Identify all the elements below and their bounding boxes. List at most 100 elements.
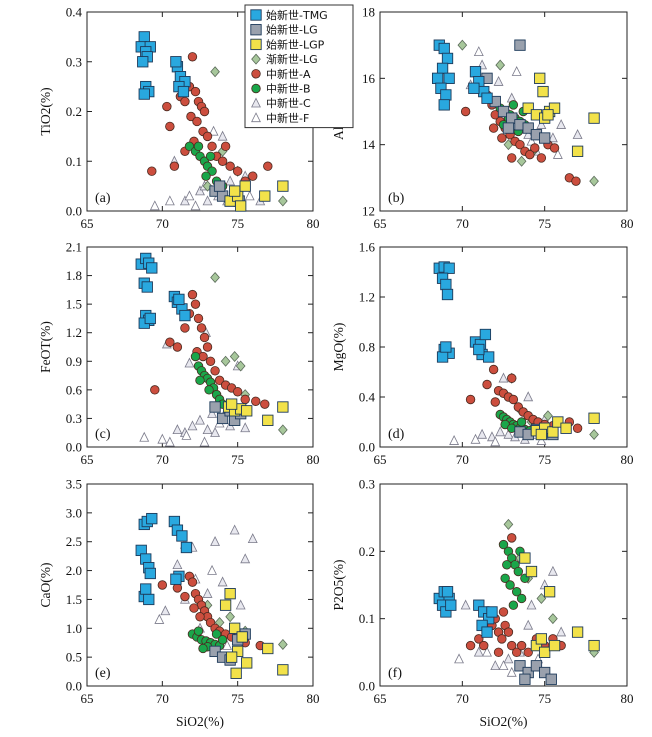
y-tick-label: 1.8: [66, 268, 82, 283]
data-point: [537, 85, 549, 98]
legend-label: 中新世-C: [266, 96, 311, 110]
legend-item: 中新世-A: [251, 67, 311, 81]
data-point: [143, 593, 155, 606]
data-point: [199, 436, 210, 447]
data-point: [222, 639, 233, 650]
legend-item: 渐新世-LG: [251, 52, 318, 66]
data-point: [516, 593, 527, 604]
data-point: [236, 631, 248, 643]
data-point: [180, 541, 193, 554]
data-point: [498, 660, 509, 670]
data-point: [207, 564, 218, 575]
data-point: [211, 629, 222, 639]
y-tick-label: 1.6: [359, 240, 376, 255]
data-point: [172, 559, 183, 569]
y-axis-label: P2O5(%): [331, 560, 346, 611]
y-tick-label: 14: [362, 137, 376, 152]
x-tick-label: 75: [538, 216, 551, 231]
data-point: [511, 587, 522, 597]
data-point: [511, 66, 522, 76]
y-axis-label: CaO(%): [38, 563, 53, 608]
y-tick-label: 0.2: [66, 104, 82, 119]
data-point: [195, 185, 205, 196]
data-point: [186, 111, 196, 122]
data-point: [169, 161, 180, 171]
data-point: [179, 309, 191, 322]
data-point: [277, 180, 289, 192]
data-point: [217, 156, 228, 166]
data-point: [588, 112, 600, 124]
data-point: [154, 613, 165, 624]
data-point: [523, 647, 533, 658]
data-point: [190, 86, 201, 97]
data-point: [519, 673, 531, 685]
data-point: [589, 428, 599, 441]
data-point: [179, 195, 190, 206]
data-point: [522, 102, 534, 114]
panel-label: (d): [388, 427, 405, 442]
y-tick-label: 2.0: [66, 563, 82, 578]
panel-b: 6570758012141618Al2O3(%)(b): [331, 5, 634, 232]
data-point: [232, 166, 243, 176]
data-point: [210, 271, 220, 283]
plot-frame: [379, 483, 628, 687]
legend-label: 始新世-LGP: [266, 37, 325, 51]
y-tick-label: 2.1: [66, 240, 82, 255]
data-point: [547, 426, 559, 438]
data-point: [137, 56, 149, 68]
data-point: [503, 627, 514, 637]
data-point: [543, 410, 553, 422]
y-tick-label: 0.3: [359, 477, 375, 492]
data-point: [165, 121, 175, 132]
data-point: [572, 129, 583, 139]
data-point: [251, 396, 261, 406]
data-point: [474, 634, 484, 644]
data-point: [189, 603, 199, 613]
data-point: [202, 342, 213, 352]
panel-label: (e): [95, 666, 111, 681]
data-point: [549, 143, 560, 153]
data-point: [202, 587, 213, 598]
data-point: [176, 530, 188, 542]
data-point: [490, 436, 501, 447]
y-tick-label: 0.0: [66, 440, 82, 455]
data-point: [477, 428, 488, 439]
data-point: [244, 190, 255, 201]
data-point: [210, 366, 220, 376]
data-point: [277, 664, 289, 676]
data-point: [202, 424, 213, 435]
data-point: [507, 533, 517, 543]
data-points: [433, 261, 600, 447]
data-point: [177, 85, 190, 98]
data-point: [193, 626, 204, 636]
data-point: [488, 123, 499, 133]
data-point: [190, 299, 201, 309]
legend-marker: [250, 24, 262, 36]
y-tick-label: 3.0: [66, 505, 82, 520]
data-point: [495, 426, 506, 437]
data-point: [440, 341, 452, 353]
data-point: [241, 405, 253, 417]
data-point: [479, 640, 489, 651]
data-point: [588, 639, 600, 652]
data-point: [508, 394, 519, 405]
data-point: [184, 357, 195, 368]
data-point: [144, 567, 156, 580]
data-point: [172, 424, 183, 435]
data-point: [157, 433, 168, 444]
data-point: [473, 46, 484, 56]
data-point: [543, 586, 556, 598]
y-tick-label: 0.3: [66, 411, 82, 426]
data-point: [508, 600, 519, 610]
x-tick-label: 65: [374, 216, 387, 231]
data-point: [213, 180, 226, 192]
data-point: [515, 139, 525, 150]
data-point: [530, 660, 543, 672]
y-tick-label: 0.3: [66, 54, 82, 69]
data-point: [219, 599, 232, 611]
data-point: [196, 323, 207, 333]
data-point: [495, 59, 506, 71]
x-tick-label: 65: [81, 691, 94, 706]
x-tick-label: 70: [156, 691, 169, 706]
data-point: [278, 195, 288, 207]
